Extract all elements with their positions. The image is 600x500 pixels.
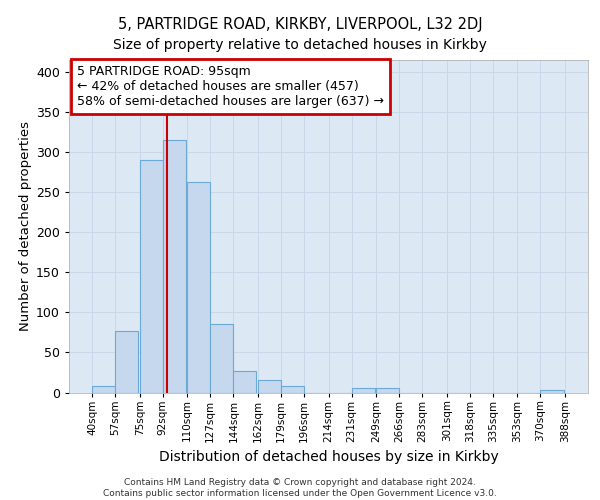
Bar (258, 380, 281, 392)
X-axis label: Distribution of detached houses by size in Kirkby: Distribution of detached houses by size … (158, 450, 499, 464)
Bar (541, 390, 563, 392)
Bar (376, 388, 399, 392)
Text: Size of property relative to detached houses in Kirkby: Size of property relative to detached ho… (113, 38, 487, 52)
Bar (352, 388, 374, 392)
Bar (210, 324, 233, 392)
Text: 5 PARTRIDGE ROAD: 95sqm
← 42% of detached houses are smaller (457)
58% of semi-d: 5 PARTRIDGE ROAD: 95sqm ← 42% of detache… (77, 65, 384, 108)
Bar (187, 182, 210, 392)
Bar (163, 140, 186, 392)
Text: 5, PARTRIDGE ROAD, KIRKBY, LIVERPOOL, L32 2DJ: 5, PARTRIDGE ROAD, KIRKBY, LIVERPOOL, L3… (118, 18, 482, 32)
Bar (233, 371, 256, 392)
Bar (281, 386, 304, 392)
Y-axis label: Number of detached properties: Number of detached properties (19, 121, 32, 331)
Bar (115, 331, 138, 392)
Text: Contains HM Land Registry data © Crown copyright and database right 2024.
Contai: Contains HM Land Registry data © Crown c… (103, 478, 497, 498)
Bar (140, 160, 163, 392)
Bar (92, 386, 115, 392)
